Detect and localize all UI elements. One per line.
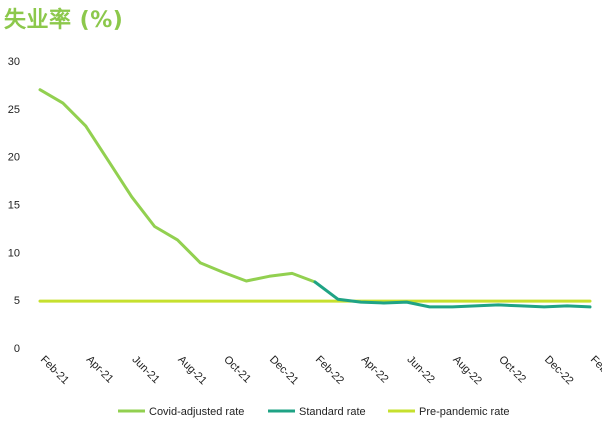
x-tick-label: Dec-22 <box>542 354 576 388</box>
plot-area <box>38 88 592 309</box>
legend-label: Standard rate <box>299 406 366 418</box>
series-line-covid-adjusted-rate <box>38 88 317 284</box>
y-tick-label: 20 <box>8 152 20 164</box>
y-tick-label: 30 <box>8 56 20 68</box>
x-tick-label: Feb-22 <box>313 354 346 387</box>
chart-title: 失业率 (%) <box>4 8 124 33</box>
x-tick-label: Dec-21 <box>267 354 301 388</box>
y-tick-label: 10 <box>8 247 20 259</box>
series-line-standard-rate <box>313 280 592 309</box>
legend-label: Pre-pandemic rate <box>419 406 510 418</box>
x-tick-label: Aug-22 <box>450 354 484 388</box>
legend: Covid-adjusted rate Standard rate Pre-pand… <box>118 406 510 418</box>
y-axis: 0 5 10 15 20 25 30 <box>8 56 20 355</box>
x-tick-label: Oct-22 <box>496 354 528 386</box>
x-tick-label: Apr-22 <box>359 354 391 386</box>
y-tick-label: 25 <box>8 104 20 116</box>
x-tick-label: Jun-21 <box>130 354 162 386</box>
y-tick-label: 5 <box>14 295 20 307</box>
legend-label: Covid-adjusted rate <box>149 406 244 418</box>
x-tick-label: Feb-21 <box>38 354 71 387</box>
x-tick-label: Apr-21 <box>84 354 116 386</box>
x-tick-label: Jun-22 <box>405 354 437 386</box>
x-axis: Feb-21 Apr-21 Jun-21 Aug-21 Oct-21 Dec-21 Feb-… <box>38 354 602 388</box>
y-tick-label: 0 <box>14 343 20 355</box>
x-tick-label: Oct-21 <box>221 354 253 386</box>
x-tick-label: Aug-21 <box>175 354 209 388</box>
x-tick-label: Feb-23 <box>588 354 602 387</box>
y-tick-label: 15 <box>8 200 20 212</box>
